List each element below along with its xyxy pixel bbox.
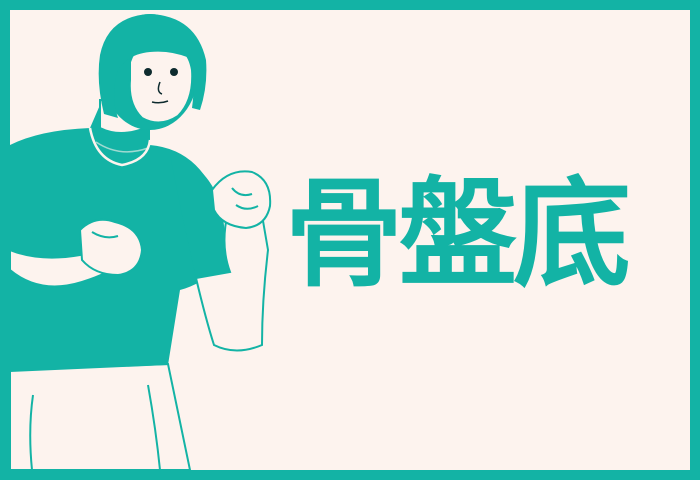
banner-title: 骨盤底 bbox=[285, 165, 631, 303]
